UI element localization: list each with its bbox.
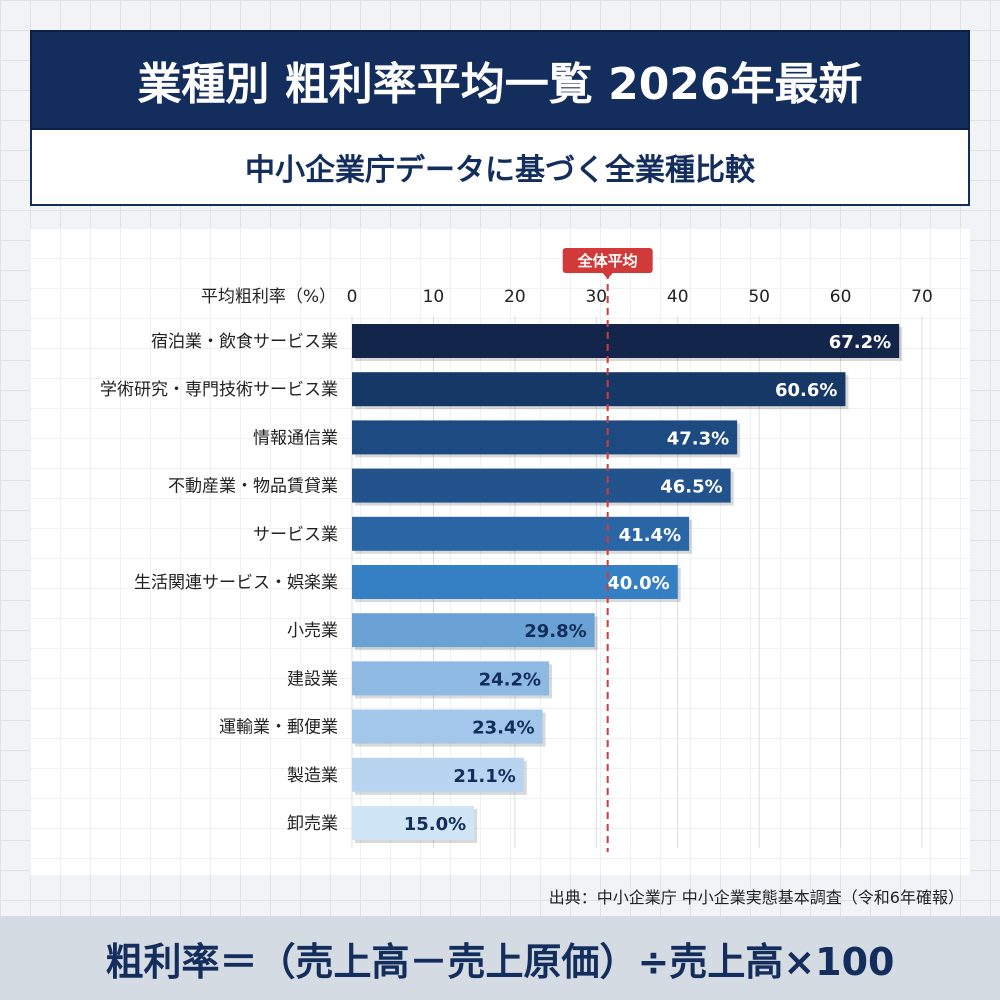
category-label: 学術研究・専門技術サービス業 [100, 380, 338, 400]
x-tick-label: 50 [748, 287, 770, 307]
data-label: 47.3% [667, 428, 729, 449]
title-banner: 業種別 粗利率平均一覧 2026年最新 [30, 30, 970, 130]
category-label: サービス業 [253, 525, 338, 545]
bar [352, 661, 550, 696]
category-label: 不動産業・物品賃貸業 [168, 477, 338, 497]
bar [352, 757, 524, 792]
data-label: 40.0% [607, 573, 669, 594]
x-tick-label: 70 [911, 287, 933, 307]
bar [352, 709, 543, 744]
category-label: 生活関連サービス・娯楽業 [134, 573, 338, 593]
subtitle-banner: 中小企業庁データに基づく全業種比較 [30, 130, 970, 206]
x-tick-label: 10 [423, 287, 445, 307]
category-label: 卸売業 [287, 814, 338, 834]
x-tick-label: 40 [667, 287, 689, 307]
data-label: 60.6% [775, 380, 837, 401]
bar [352, 516, 690, 551]
x-tick-label: 60 [830, 287, 852, 307]
page-subtitle: 中小企業庁データに基づく全業種比較 [245, 153, 755, 188]
bar [352, 372, 846, 407]
bar [352, 420, 738, 455]
data-label: 67.2% [829, 332, 891, 353]
category-label: 宿泊業・飲食サービス業 [151, 332, 338, 352]
bar [352, 613, 595, 648]
x-tick-label: 30 [585, 287, 607, 307]
bar [352, 565, 678, 599]
data-label: 23.4% [472, 718, 534, 739]
formula-text: 粗利率＝（売上高－売上原価）÷売上高×100 [105, 939, 895, 984]
bar [352, 468, 731, 503]
category-label: 建設業 [287, 669, 338, 689]
formula-banner: 粗利率＝（売上高－売上原価）÷売上高×100 [0, 916, 1000, 1000]
bar [352, 324, 900, 358]
x-tick-label: 20 [504, 287, 526, 307]
average-badge-pointer [602, 273, 613, 279]
source-note: 出典：中小企業庁 中小企業実態基本調査（令和6年確報） [548, 888, 964, 907]
data-label: 24.2% [479, 669, 541, 690]
x-axis-title: 平均粗利率（%） [201, 287, 336, 307]
data-label: 15.0% [404, 814, 466, 835]
category-label: 情報通信業 [253, 428, 338, 448]
category-label: 運輸業・郵便業 [219, 718, 338, 738]
data-label: 46.5% [660, 477, 722, 498]
data-label: 41.4% [619, 525, 681, 546]
bar [352, 806, 475, 840]
category-label: 小売業 [287, 621, 338, 641]
data-label: 29.8% [524, 621, 586, 642]
page-title: 業種別 粗利率平均一覧 2026年最新 [137, 59, 863, 110]
x-tick-label: 0 [347, 287, 358, 307]
average-badge [562, 248, 653, 273]
category-label: 製造業 [287, 766, 338, 786]
data-label: 21.1% [453, 766, 515, 787]
average-label: 全体平均 [577, 252, 638, 270]
